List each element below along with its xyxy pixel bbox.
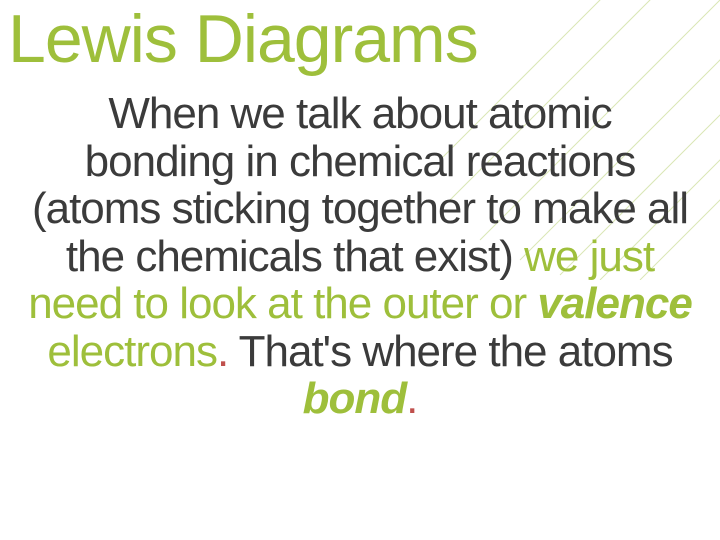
slide: Lewis Diagrams When we talk about atomic… bbox=[0, 0, 720, 540]
slide-title: Lewis Diagrams bbox=[8, 0, 478, 78]
body-segment: . bbox=[406, 374, 417, 423]
body-segment: bond bbox=[303, 374, 407, 423]
body-segment: . bbox=[217, 327, 228, 376]
slide-body: When we talk about atomic bonding in che… bbox=[28, 90, 692, 423]
body-segment: That's where the atoms bbox=[228, 327, 672, 376]
body-segment: electrons bbox=[47, 327, 217, 376]
body-segment: valence bbox=[537, 279, 691, 328]
